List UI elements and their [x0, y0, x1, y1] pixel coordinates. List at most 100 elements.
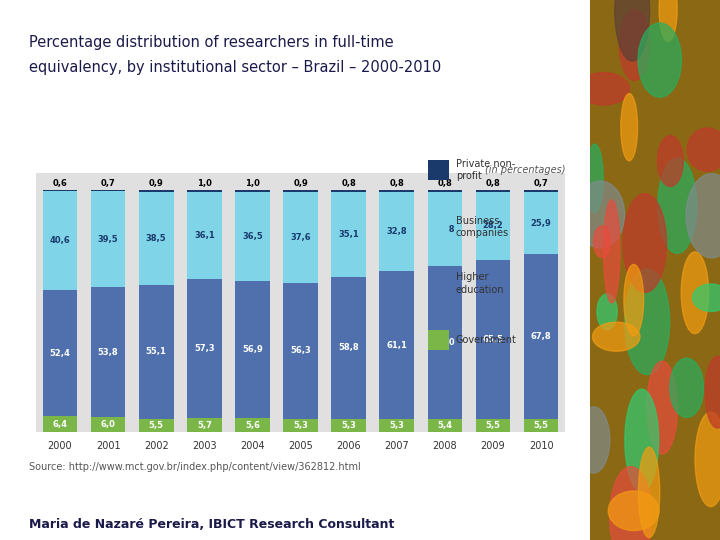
- Bar: [428, 190, 462, 192]
- Text: 53,8: 53,8: [98, 348, 119, 357]
- Bar: [476, 418, 510, 432]
- Ellipse shape: [669, 210, 714, 253]
- Text: 52,4: 52,4: [50, 348, 71, 357]
- Bar: [139, 192, 174, 285]
- Bar: [42, 190, 77, 191]
- Ellipse shape: [611, 271, 646, 317]
- Bar: [42, 191, 77, 289]
- Text: 5,5: 5,5: [149, 421, 163, 430]
- Ellipse shape: [674, 194, 709, 285]
- Text: 0,9: 0,9: [149, 179, 163, 188]
- Bar: [187, 279, 222, 418]
- Ellipse shape: [677, 428, 706, 485]
- Text: Source: http://www.mct.gov.br/index.php/content/view/362812.html: Source: http://www.mct.gov.br/index.php/…: [29, 462, 361, 472]
- Ellipse shape: [587, 184, 606, 284]
- Text: 65,5: 65,5: [482, 335, 503, 344]
- Text: equivalency, by institutional sector – Brazil – 2000-2010: equivalency, by institutional sector – B…: [29, 60, 441, 76]
- Ellipse shape: [603, 402, 620, 483]
- Text: 5,3: 5,3: [341, 421, 356, 430]
- Text: 30,8: 30,8: [435, 225, 455, 233]
- Text: Maria de Nazaré Pereira, IBICT Research Consultant: Maria de Nazaré Pereira, IBICT Research …: [29, 518, 394, 531]
- Text: Percentage distribution of researchers in full-time: Percentage distribution of researchers i…: [29, 35, 393, 50]
- Ellipse shape: [636, 379, 667, 477]
- Bar: [187, 418, 222, 432]
- Ellipse shape: [689, 88, 720, 192]
- Text: 5,3: 5,3: [390, 421, 404, 430]
- Bar: [476, 192, 510, 260]
- Text: Higher
education: Higher education: [456, 272, 504, 295]
- Bar: [283, 283, 318, 419]
- Text: 56,9: 56,9: [242, 345, 263, 354]
- Text: 25,9: 25,9: [531, 219, 552, 227]
- Text: 32,8: 32,8: [387, 227, 407, 236]
- Text: 1,0: 1,0: [245, 179, 260, 188]
- Bar: [428, 192, 462, 266]
- Text: 56,3: 56,3: [290, 347, 311, 355]
- Bar: [379, 419, 414, 432]
- Text: 0,8: 0,8: [486, 179, 500, 188]
- Bar: [331, 192, 366, 276]
- Text: Government: Government: [456, 335, 517, 345]
- Text: 5,3: 5,3: [293, 421, 308, 430]
- Text: 6,4: 6,4: [53, 420, 68, 429]
- Text: 57,3: 57,3: [194, 345, 215, 353]
- Bar: [139, 418, 174, 432]
- Bar: [428, 266, 462, 419]
- Bar: [139, 285, 174, 418]
- Bar: [379, 271, 414, 419]
- Bar: [91, 190, 125, 192]
- Bar: [187, 190, 222, 192]
- Text: 55,1: 55,1: [146, 347, 167, 356]
- Text: 0,6: 0,6: [53, 179, 68, 188]
- Bar: [283, 192, 318, 283]
- Ellipse shape: [634, 23, 680, 58]
- Ellipse shape: [632, 276, 667, 362]
- Text: 5,5: 5,5: [534, 421, 549, 430]
- Bar: [476, 260, 510, 418]
- Text: Private non-
profit: Private non- profit: [456, 159, 515, 181]
- Text: 5,5: 5,5: [485, 421, 500, 430]
- Bar: [283, 190, 318, 192]
- Text: 0,9: 0,9: [293, 179, 308, 187]
- Text: 6,0: 6,0: [101, 420, 116, 429]
- Ellipse shape: [701, 319, 718, 361]
- Text: 0,7: 0,7: [101, 179, 115, 188]
- Ellipse shape: [630, 130, 681, 200]
- Ellipse shape: [649, 80, 681, 167]
- Bar: [476, 190, 510, 192]
- Ellipse shape: [587, 482, 611, 525]
- Bar: [331, 276, 366, 419]
- Bar: [379, 192, 414, 271]
- Ellipse shape: [661, 323, 701, 417]
- Ellipse shape: [627, 341, 662, 421]
- Bar: [42, 289, 77, 416]
- Bar: [235, 418, 270, 432]
- Text: 39,5: 39,5: [98, 235, 119, 244]
- Bar: [187, 192, 222, 279]
- Text: 35,1: 35,1: [338, 230, 359, 239]
- Ellipse shape: [619, 295, 641, 355]
- Text: Business
companies: Business companies: [456, 215, 509, 238]
- Text: 0,8: 0,8: [390, 179, 404, 188]
- Text: 40,6: 40,6: [50, 236, 71, 245]
- Ellipse shape: [639, 322, 668, 401]
- Bar: [283, 419, 318, 432]
- Text: 36,5: 36,5: [242, 232, 263, 241]
- Text: 1,0: 1,0: [197, 179, 212, 187]
- Ellipse shape: [619, 413, 653, 501]
- Text: 5,6: 5,6: [245, 421, 260, 430]
- Bar: [524, 418, 559, 432]
- Text: 0,8: 0,8: [438, 179, 452, 188]
- Ellipse shape: [642, 190, 662, 285]
- Bar: [428, 419, 462, 432]
- Ellipse shape: [664, 332, 715, 373]
- Bar: [235, 192, 270, 281]
- Bar: [235, 190, 270, 192]
- Text: 0,8: 0,8: [341, 179, 356, 188]
- Text: 37,6: 37,6: [290, 233, 311, 242]
- Text: 5,7: 5,7: [197, 421, 212, 430]
- Text: 5,4: 5,4: [438, 421, 452, 430]
- Bar: [524, 192, 559, 254]
- Ellipse shape: [703, 43, 720, 95]
- Ellipse shape: [584, 225, 634, 297]
